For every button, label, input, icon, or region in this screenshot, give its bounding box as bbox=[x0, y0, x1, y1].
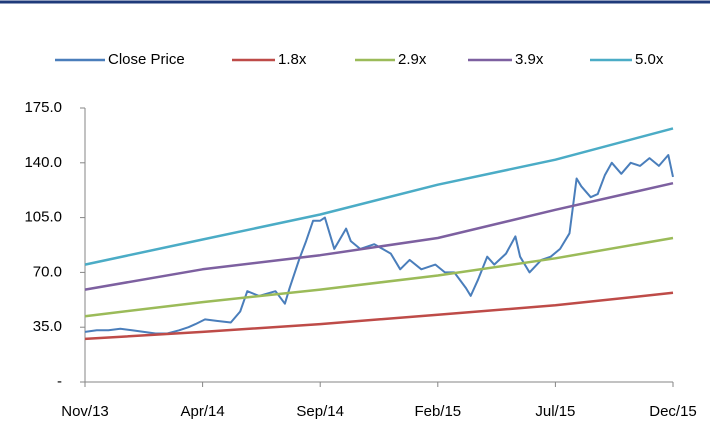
legend-label: 1.8x bbox=[278, 51, 307, 68]
y-tick-label: 105.0 bbox=[24, 209, 62, 226]
y-tick-label: 175.0 bbox=[24, 99, 62, 116]
series-line bbox=[84, 291, 674, 341]
series-line bbox=[84, 154, 674, 335]
x-tick-label: Feb/15 bbox=[414, 403, 461, 420]
x-tick-label: Jul/15 bbox=[535, 403, 575, 420]
series-line bbox=[84, 127, 674, 266]
y-tick-label: 35.0 bbox=[33, 318, 62, 335]
x-tick-label: Sep/14 bbox=[296, 403, 344, 420]
y-tick-label: 140.0 bbox=[24, 154, 62, 171]
y-tick-label: 70.0 bbox=[33, 263, 62, 280]
legend-label: 3.9x bbox=[515, 51, 544, 68]
legend-label: Close Price bbox=[108, 51, 185, 68]
y-tick-label: - bbox=[57, 373, 62, 390]
legend-label: 5.0x bbox=[635, 51, 664, 68]
x-tick-label: Dec/15 bbox=[649, 403, 697, 420]
series-line bbox=[84, 236, 674, 318]
x-tick-label: Apr/14 bbox=[180, 403, 224, 420]
x-tick-label: Nov/13 bbox=[61, 403, 109, 420]
legend-label: 2.9x bbox=[398, 51, 427, 68]
series-line bbox=[84, 181, 674, 291]
